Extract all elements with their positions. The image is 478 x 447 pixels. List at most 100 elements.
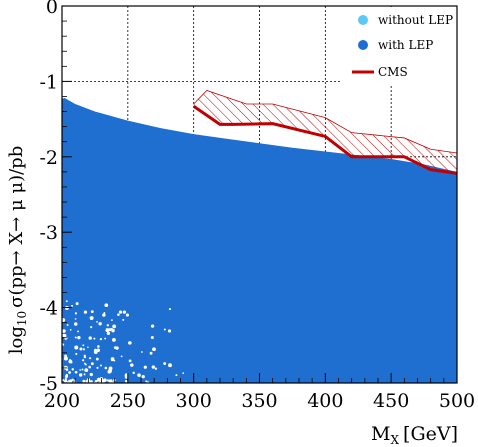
y-tick-label: 0 [46, 0, 58, 18]
scatter-gap [97, 345, 100, 348]
scatter-gap [99, 364, 102, 367]
legend: without LEP with LEP CMS [340, 7, 456, 85]
ticks [61, 5, 458, 384]
scatter-gap [74, 370, 78, 374]
scatter-gap [103, 378, 107, 383]
scatter-gap [83, 373, 86, 376]
scatter-gap [77, 335, 81, 340]
scatter-gap [74, 345, 79, 350]
scatter-gap [75, 352, 78, 355]
scatter-gap [118, 310, 123, 314]
x-axis-title: MX [GeV] [371, 423, 458, 447]
x-tick-label: 450 [373, 390, 409, 412]
scatter-gap [104, 366, 108, 370]
cms-band [193, 90, 457, 174]
scatter-gap [84, 368, 89, 373]
scatter-gap [73, 322, 78, 326]
scatter-gap [167, 329, 172, 333]
scatter-gap [112, 324, 117, 329]
scatter-gap [140, 351, 143, 353]
x-tick-label: 250 [110, 390, 146, 412]
scatter-gap [141, 374, 145, 379]
scatter-gap [74, 336, 77, 339]
scatter-gap [87, 346, 89, 349]
scatter-gap [74, 318, 77, 320]
scatter-gap [82, 359, 85, 362]
scatter-gap [74, 312, 78, 315]
scatter-gap [93, 337, 96, 340]
scatter-gap [163, 362, 167, 365]
legend-label-with-lep: with LEP [378, 38, 433, 52]
y-tick-label: -2 [39, 147, 58, 169]
scatter-gap [90, 326, 93, 329]
scatter-gap [68, 359, 73, 364]
scatter-gap [78, 373, 83, 377]
scatter-gap [122, 310, 127, 314]
scatter-gap [81, 368, 84, 371]
scatter-gap [95, 357, 99, 361]
scatter-gap [88, 336, 92, 340]
scatter-gap [128, 359, 132, 363]
scatter-gap [117, 313, 120, 316]
scatter-gap [98, 322, 102, 326]
legend-marker-with-lep [358, 40, 368, 50]
scatter-gap [120, 355, 123, 358]
scatter-gap [75, 302, 79, 306]
scatter-gap [168, 308, 172, 311]
x-tick-label: 350 [241, 390, 277, 412]
y-tick-label: -4 [39, 298, 58, 320]
scatter-gap [168, 363, 172, 368]
scatter-gap [96, 366, 99, 369]
scatter-gap [82, 348, 85, 351]
y-tick-label: -5 [39, 373, 58, 395]
scatter-gap [145, 380, 148, 383]
scatter-gap [128, 341, 132, 345]
scatter-gap [83, 355, 87, 359]
x-tick-label: 300 [176, 390, 212, 412]
scatter-gap [89, 372, 93, 377]
cms-line [192, 105, 457, 175]
legend-label-cms: CMS [378, 65, 408, 79]
scatter-gap [154, 367, 158, 370]
scatter-gap [63, 356, 68, 361]
scatter-gap [77, 330, 80, 333]
scatter-gap [90, 310, 94, 314]
x-tick-label: 500 [439, 390, 475, 412]
scatter-gap [85, 380, 88, 383]
scatter-gap [122, 318, 125, 321]
scatter-gap [106, 324, 110, 327]
scatter-gap [143, 365, 147, 369]
scatter-gap [149, 351, 153, 355]
scatter-gap [69, 379, 73, 383]
scatter-gap [104, 337, 107, 340]
scatter-gap [66, 324, 69, 326]
scatter-gap [79, 347, 83, 351]
scatter-gap [175, 374, 178, 377]
scatter-gap [88, 357, 92, 360]
scatter-gap [71, 368, 74, 371]
y-tick-labels: 0 -1 -2 -3 -4 -5 [39, 0, 58, 395]
scatter-gap [63, 333, 67, 338]
scatter-gap [85, 363, 87, 366]
scatter-gap [106, 327, 108, 330]
scatter-gap [64, 354, 68, 358]
scatter-gap [64, 374, 69, 379]
scatter-gap [182, 372, 185, 374]
scatter-gap [104, 303, 109, 308]
data-layer [62, 89, 457, 383]
scatter-gap [89, 316, 94, 321]
scatter-gap [112, 338, 116, 342]
scatter-gap [130, 363, 134, 367]
x-tick-label: 200 [44, 390, 80, 412]
scatter-gap [110, 357, 115, 361]
scatter-gap [124, 380, 128, 383]
scatter-gap [115, 346, 119, 350]
scatter-gap [62, 318, 66, 323]
scatter-gap [69, 328, 72, 331]
legend-label-without-lep: without LEP [378, 13, 453, 27]
cms-band-edge [193, 89, 457, 154]
with-lep-region [62, 97, 457, 383]
scatter-gap [65, 368, 69, 372]
scatter-gap [125, 313, 130, 317]
